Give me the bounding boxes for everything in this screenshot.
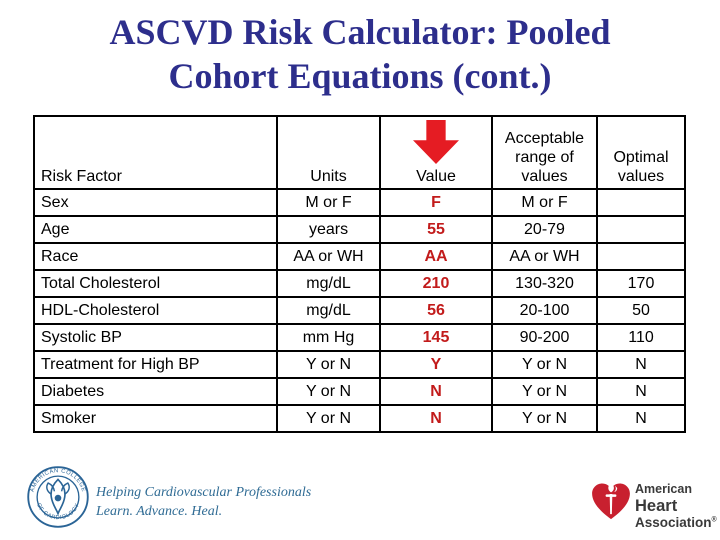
aha-wordmark-line3: Association® (635, 515, 717, 530)
cell-value: N (379, 404, 493, 433)
cell-optimal: N (596, 404, 686, 433)
cell-units: M or F (276, 188, 381, 217)
aha-heart-icon (592, 482, 630, 520)
cell-value: N (379, 377, 493, 406)
cell-optimal: 50 (596, 296, 686, 325)
header-risk-factor-label: Risk Factor (41, 168, 122, 185)
registered-mark: ® (711, 516, 717, 524)
cell-factor: Total Cholesterol (33, 269, 278, 298)
header-optimal-values-label: Optimal values (613, 149, 669, 185)
acc-seal-emblem (46, 478, 70, 516)
cell-units: mm Hg (276, 323, 381, 352)
cell-range: 20-79 (491, 215, 598, 244)
cell-units: mg/dL (276, 296, 381, 325)
cell-value: 145 (379, 323, 493, 352)
cell-factor: Age (33, 215, 278, 244)
cell-value: 210 (379, 269, 493, 298)
acc-logo-seal: AMERICAN COLLEGE OF CARDIOLOGY (27, 466, 89, 528)
cell-units: mg/dL (276, 269, 381, 298)
aha-wordmark-line1: American (635, 482, 692, 496)
aha-torch (605, 482, 618, 515)
header-risk-factor: Risk Factor (33, 115, 278, 190)
acc-tagline-line1: Helping Cardiovascular Professionals (96, 485, 312, 500)
table-row: Total Cholesterol mg/dL 210 130-320 170 (33, 269, 686, 298)
cell-range: M or F (491, 188, 598, 217)
cell-range: 20-100 (491, 296, 598, 325)
cell-range: AA or WH (491, 242, 598, 271)
cell-factor: Smoker (33, 404, 278, 433)
cell-optimal: N (596, 350, 686, 379)
table-header-row: Risk Factor Units Value Acceptable range… (33, 115, 686, 190)
cell-optimal: N (596, 377, 686, 406)
cell-optimal (596, 242, 686, 271)
cell-range: Y or N (491, 377, 598, 406)
red-down-arrow-icon (413, 120, 459, 164)
table-row: HDL-Cholesterol mg/dL 56 20-100 50 (33, 296, 686, 325)
cell-units: Y or N (276, 404, 381, 433)
cell-range: Y or N (491, 350, 598, 379)
page-title-line1: ASCVD Risk Calculator: Pooled (109, 12, 611, 52)
acc-tagline: Helping Cardiovascular Professionals Lea… (96, 483, 311, 521)
risk-factor-table: Risk Factor Units Value Acceptable range… (33, 115, 686, 433)
cell-factor: Treatment for High BP (33, 350, 278, 379)
page-title-line2: Cohort Equations (cont.) (168, 56, 552, 96)
cell-units: Y or N (276, 377, 381, 406)
cell-factor: Diabetes (33, 377, 278, 406)
acc-tagline-line2: Learn. Advance. Heal. (96, 504, 223, 519)
cell-optimal (596, 215, 686, 244)
table-row: Systolic BP mm Hg 145 90-200 110 (33, 323, 686, 352)
aha-wordmark-line2: Heart (635, 496, 678, 515)
cell-optimal: 110 (596, 323, 686, 352)
cell-optimal (596, 188, 686, 217)
header-value: Value (379, 115, 493, 190)
cell-range: Y or N (491, 404, 598, 433)
cell-factor: HDL-Cholesterol (33, 296, 278, 325)
aha-wordmark: American Heart Association® (635, 483, 717, 530)
header-optimal-values: Optimal values (596, 115, 686, 190)
header-units-label: Units (310, 168, 347, 185)
cell-value: 55 (379, 215, 493, 244)
cell-factor: Systolic BP (33, 323, 278, 352)
cell-range: 90-200 (491, 323, 598, 352)
cell-value: Y (379, 350, 493, 379)
page-title: ASCVD Risk Calculator: Pooled Cohort Equ… (0, 10, 720, 98)
cell-units: years (276, 215, 381, 244)
table-row: Age years 55 20-79 (33, 215, 686, 244)
cell-factor: Sex (33, 188, 278, 217)
cell-factor: Race (33, 242, 278, 271)
cell-units: AA or WH (276, 242, 381, 271)
cell-value: F (379, 188, 493, 217)
header-acceptable-range-label: Acceptable range of values (504, 130, 585, 185)
cell-optimal: 170 (596, 269, 686, 298)
cell-value: 56 (379, 296, 493, 325)
cell-units: Y or N (276, 350, 381, 379)
cell-range: 130-320 (491, 269, 598, 298)
header-value-label: Value (416, 168, 456, 185)
header-acceptable-range: Acceptable range of values (491, 115, 598, 190)
table-row: Race AA or WH AA AA or WH (33, 242, 686, 271)
header-units: Units (276, 115, 381, 190)
cell-value: AA (379, 242, 493, 271)
